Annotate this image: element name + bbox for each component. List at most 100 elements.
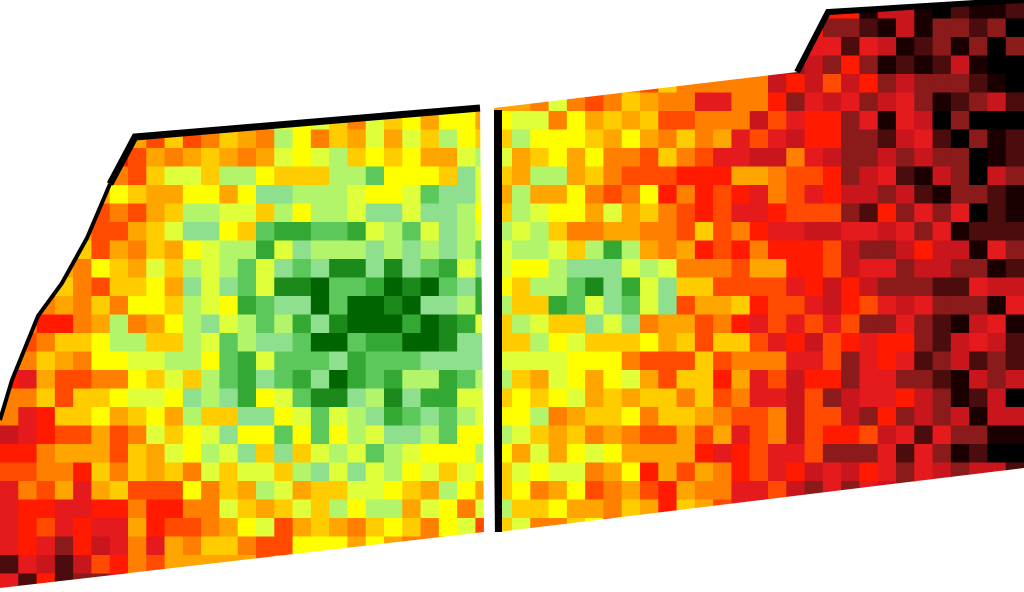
heatmap-cell xyxy=(530,481,550,501)
heatmap-cell xyxy=(164,240,184,260)
heatmap-cell xyxy=(219,203,239,223)
heatmap-cell xyxy=(987,222,1007,242)
heatmap-cell xyxy=(859,203,879,223)
heatmap-cell xyxy=(310,129,330,149)
heatmap-cell xyxy=(987,481,1007,501)
heatmap-cell xyxy=(932,425,952,445)
heatmap-cell xyxy=(420,351,440,371)
heatmap-cell xyxy=(36,185,56,205)
heatmap-cell xyxy=(365,203,385,223)
heatmap-cell xyxy=(18,240,38,260)
heatmap-cell xyxy=(694,74,714,94)
heatmap-cell xyxy=(640,18,659,38)
heatmap-cell xyxy=(566,370,586,390)
heatmap-cell xyxy=(0,56,19,75)
heatmap-cell xyxy=(91,19,110,38)
heatmap-cell xyxy=(128,74,147,93)
heatmap-cell xyxy=(402,333,422,353)
heatmap-cell xyxy=(18,37,37,56)
heatmap-cell xyxy=(566,129,586,149)
heatmap-cell xyxy=(694,129,714,149)
heatmap-cell xyxy=(548,499,568,519)
heatmap-cell xyxy=(841,185,861,205)
heatmap-cell xyxy=(128,351,147,371)
heatmap-cell xyxy=(146,333,166,353)
heatmap-cell xyxy=(932,92,952,112)
heatmap-cell xyxy=(219,56,238,75)
heatmap-cell xyxy=(420,444,440,464)
heatmap-cell xyxy=(183,0,202,19)
heatmap-cell xyxy=(640,166,659,186)
heatmap-cell xyxy=(950,333,970,353)
heatmap-cell xyxy=(621,55,641,75)
heatmap-cell xyxy=(914,18,934,38)
heatmap-cell xyxy=(768,314,787,334)
heatmap-cell xyxy=(110,74,129,93)
heatmap-cell xyxy=(932,481,952,501)
heatmap-cell xyxy=(457,56,476,75)
heatmap-cell xyxy=(987,129,1007,149)
heatmap-cell xyxy=(238,37,257,56)
heatmap-cell xyxy=(676,166,696,186)
heatmap-cell xyxy=(329,277,349,297)
heatmap-cell xyxy=(987,166,1007,186)
heatmap-cell xyxy=(694,37,714,57)
heatmap-cell xyxy=(950,18,970,38)
heatmap-cell xyxy=(237,240,257,260)
heatmap-cell xyxy=(786,407,806,427)
heatmap-cell xyxy=(91,148,111,168)
heatmap-cell xyxy=(165,56,184,75)
heatmap-cell xyxy=(237,536,257,556)
heatmap-cell xyxy=(658,148,678,168)
heatmap-cell xyxy=(896,314,915,334)
heatmap-cell xyxy=(512,537,531,556)
heatmap-cell xyxy=(841,537,860,556)
heatmap-cell xyxy=(786,185,806,205)
heatmap-cell xyxy=(548,481,568,501)
left-field-left-edge xyxy=(0,183,112,421)
heatmap-cell xyxy=(621,74,641,94)
heatmap-cell xyxy=(165,19,184,38)
heatmap-cell xyxy=(969,111,989,131)
heatmap-cell xyxy=(475,314,484,334)
heatmap-cell xyxy=(310,499,330,519)
heatmap-cell xyxy=(822,277,842,297)
heatmap-cell xyxy=(54,481,74,501)
heatmap-cell xyxy=(969,296,989,316)
heatmap-cell xyxy=(804,296,824,316)
heatmap-cell xyxy=(749,166,769,186)
heatmap-cell xyxy=(768,74,787,94)
heatmap-cell xyxy=(566,203,586,223)
heatmap-cell xyxy=(859,499,879,519)
heatmap-cell xyxy=(146,573,166,588)
heatmap-cell xyxy=(640,444,659,464)
heatmap-cell xyxy=(384,518,403,538)
heatmap-cell xyxy=(768,296,787,316)
heatmap-cell xyxy=(365,573,385,588)
heatmap-cell xyxy=(969,481,989,501)
heatmap-cell xyxy=(475,481,484,501)
heatmap-cell xyxy=(786,351,806,371)
heatmap-cell xyxy=(365,444,385,464)
heatmap-cell xyxy=(237,222,257,242)
heatmap-cell xyxy=(365,148,385,168)
heatmap-cell xyxy=(1005,333,1024,353)
heatmap-cell xyxy=(109,203,129,223)
heatmap-cell xyxy=(749,388,769,408)
heatmap-cell xyxy=(512,222,531,242)
heatmap-cell xyxy=(36,407,56,427)
heatmap-cell xyxy=(164,185,184,205)
heatmap-cell xyxy=(457,129,477,149)
heatmap-cell xyxy=(969,574,988,592)
heatmap-cell xyxy=(896,55,915,75)
heatmap-cell xyxy=(877,129,897,149)
heatmap-cell xyxy=(640,314,659,334)
heatmap-cell xyxy=(676,259,696,279)
heatmap-cell xyxy=(182,148,202,168)
heatmap-cell xyxy=(914,333,934,353)
heatmap-cell xyxy=(384,277,403,297)
heatmap-cell xyxy=(749,203,769,223)
right-field-top-edge xyxy=(794,0,1024,74)
heatmap-cell xyxy=(950,351,970,371)
heatmap-cell xyxy=(128,536,147,556)
